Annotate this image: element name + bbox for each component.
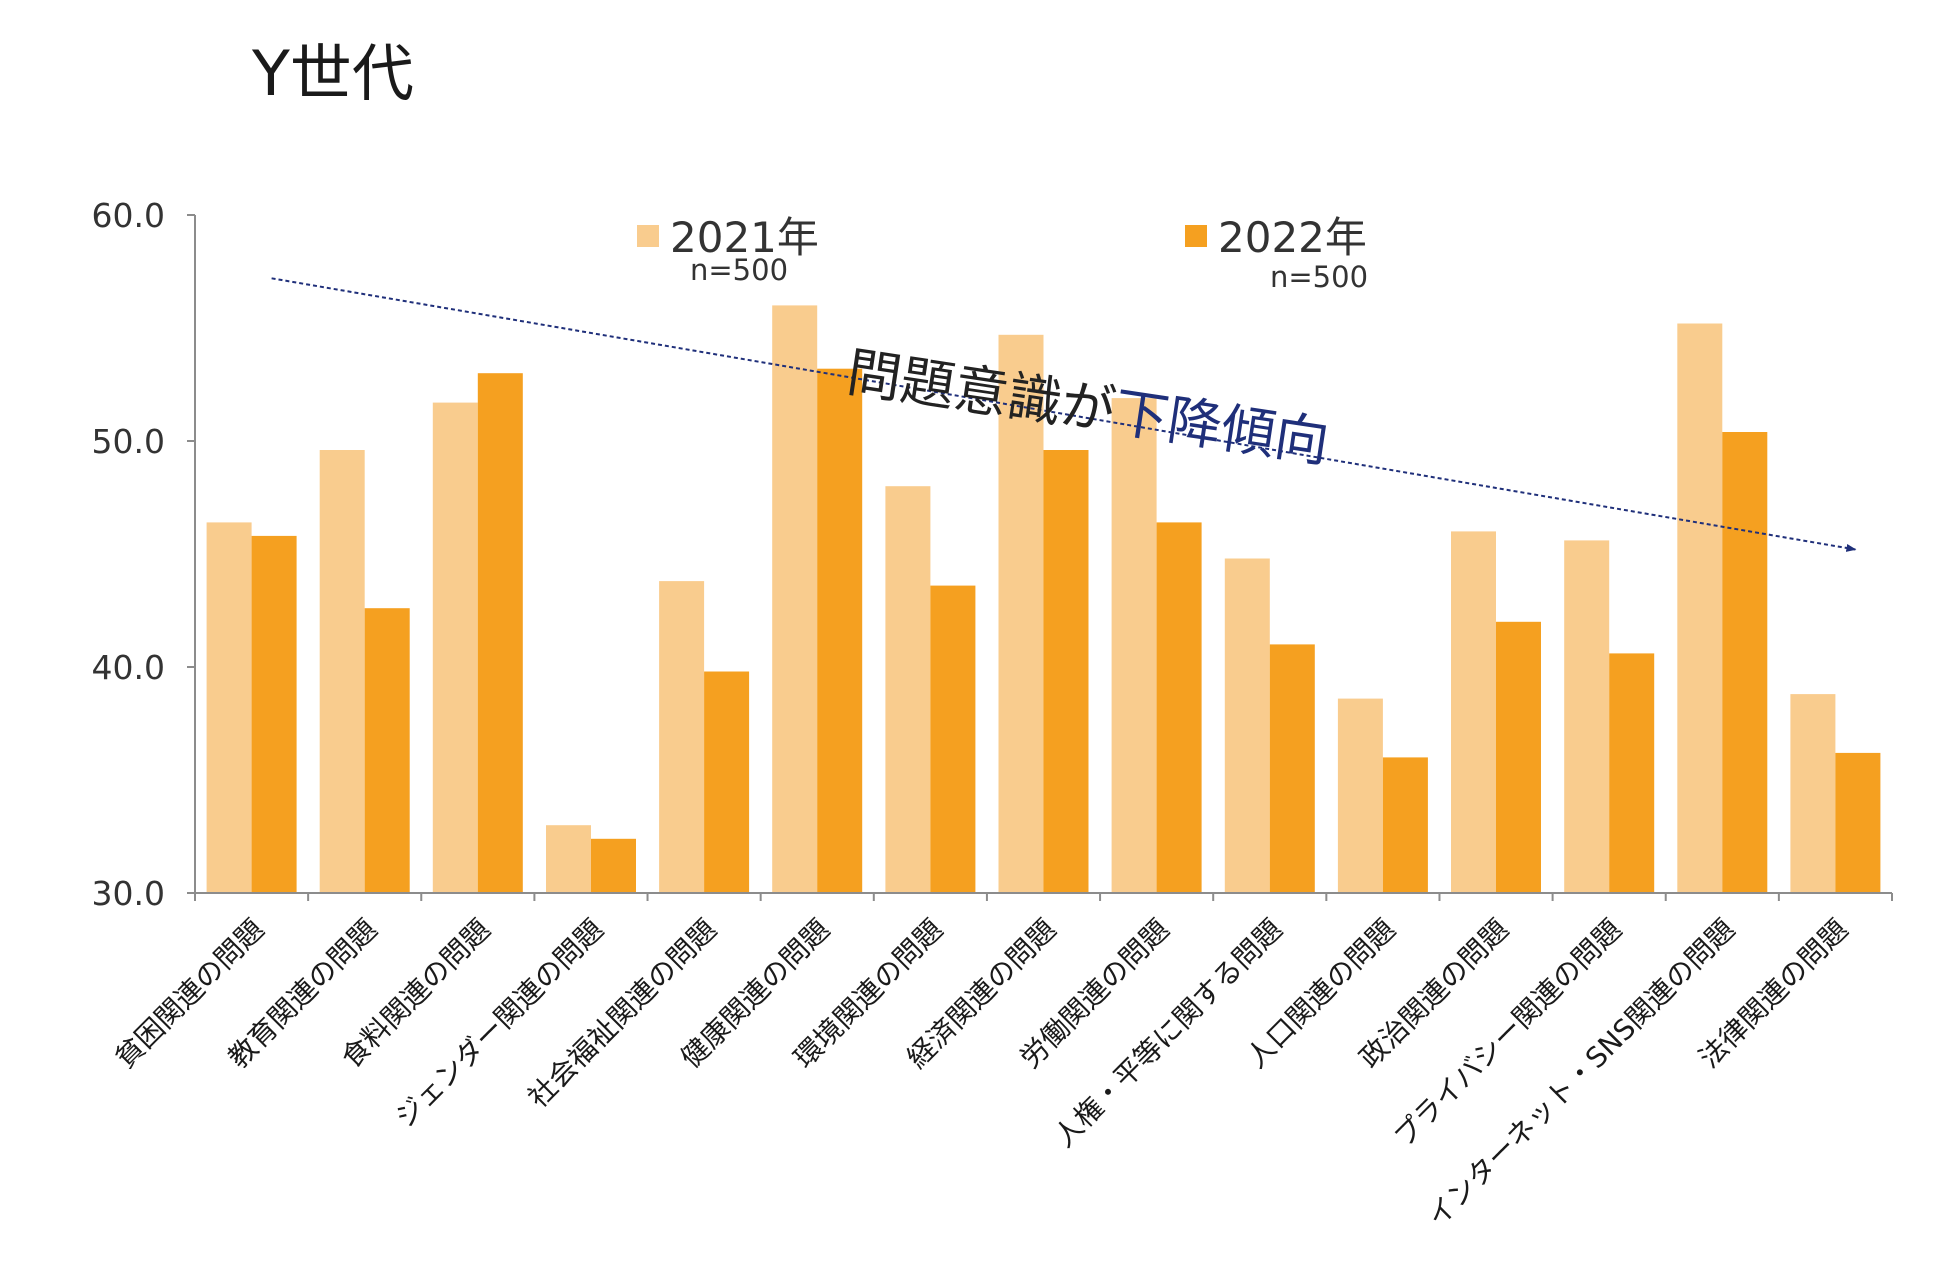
bar-series-2-cat-9	[1156, 522, 1202, 893]
bar-series-1-cat-13	[1564, 540, 1610, 893]
bars-layer	[206, 305, 1881, 893]
y-tick-label: 50.0	[92, 422, 165, 461]
bar-series-2-cat-4	[591, 838, 636, 893]
legend-swatch-1	[637, 225, 659, 247]
category-label: ジェンダー関連の問題	[389, 913, 610, 1134]
bar-series-1-cat-4	[546, 825, 591, 893]
category-label: 人権・平等に関する問題	[1048, 913, 1289, 1154]
bar-series-1-cat-3	[432, 402, 478, 893]
bar-series-2-cat-2	[364, 608, 410, 893]
bar-series-1-cat-8	[998, 334, 1044, 893]
trend-arrow	[271, 277, 1857, 552]
legend-label-2: 2022年	[1218, 213, 1367, 262]
bar-series-2-cat-5	[704, 671, 750, 893]
bar-series-1-cat-10	[1224, 558, 1270, 893]
bar-series-1-cat-9	[1111, 398, 1157, 893]
bar-series-1-cat-12	[1451, 531, 1496, 893]
legend-label-1: 2021年	[670, 213, 819, 262]
legend-swatch-2	[1185, 225, 1207, 247]
bar-series-2-cat-10	[1269, 644, 1315, 893]
category-label: 社会福祉関連の問題	[522, 913, 724, 1115]
bar-series-1-cat-11	[1337, 698, 1383, 893]
bar-series-1-cat-2	[319, 450, 365, 893]
bar-series-2-cat-8	[1043, 450, 1089, 893]
bar-series-1-cat-7	[885, 486, 931, 893]
legend-sample-2: n=500	[1270, 260, 1368, 294]
bar-series-1-cat-1	[206, 522, 252, 893]
bar-series-1-cat-15	[1790, 694, 1836, 893]
bar-series-2-cat-15	[1835, 752, 1881, 893]
category-label: プライバシー関連の問題	[1387, 913, 1628, 1154]
bar-series-2-cat-7	[930, 585, 976, 893]
bar-series-2-cat-14	[1722, 432, 1768, 893]
bar-series-1-cat-6	[772, 305, 818, 893]
bar-series-1-cat-5	[659, 581, 705, 893]
legend-sample-1: n=500	[690, 253, 788, 287]
chart-title: Y世代	[251, 37, 414, 110]
y-tick-label: 40.0	[92, 648, 165, 687]
bar-series-2-cat-11	[1382, 757, 1428, 893]
bar-series-2-cat-1	[251, 535, 297, 893]
y-tick-label: 30.0	[92, 874, 165, 913]
bar-series-2-cat-12	[1496, 621, 1541, 893]
annotation-text-dark: 問題意識が	[843, 341, 1119, 443]
bar-series-1-cat-14	[1677, 323, 1723, 893]
bar-series-2-cat-6	[817, 368, 863, 893]
bar-series-2-cat-13	[1609, 653, 1655, 893]
bar-series-2-cat-3	[477, 373, 523, 893]
y-tick-label: 60.0	[92, 196, 165, 235]
